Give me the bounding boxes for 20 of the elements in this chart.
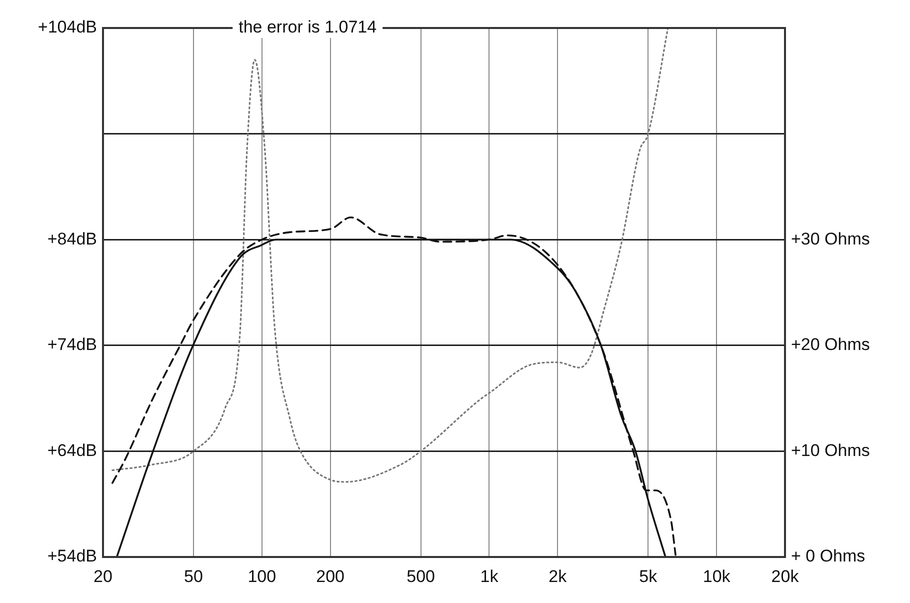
x-tick-label: 20: [94, 566, 112, 586]
chart-title: the error is 1.0714: [238, 18, 377, 37]
y-tick-label: +104dB: [38, 18, 97, 37]
y2-tick-label: +20 Ohms: [791, 335, 870, 354]
x-tick-label: 10k: [702, 566, 731, 586]
x-tick-label: 20k: [771, 566, 800, 586]
x-tick-label: 200: [316, 566, 345, 586]
x-tick-label: 2k: [548, 566, 568, 586]
y-tick-label: +54dB: [47, 546, 97, 566]
x-tick-label: 5k: [639, 566, 658, 586]
y-tick-label: +64dB: [47, 440, 97, 460]
x-tick-label: 100: [248, 566, 276, 586]
y2-tick-label: +30 Ohms: [791, 229, 870, 248]
y2-tick-label: + 0 Ohms: [791, 546, 866, 566]
y2-tick-label: +10 Ohms: [791, 440, 870, 460]
x-tick-label: 500: [406, 566, 435, 586]
y-tick-label: +84dB: [47, 229, 97, 248]
x-tick-label: 1k: [480, 566, 499, 586]
y-tick-label: +74dB: [47, 335, 97, 354]
x-tick-label: 50: [184, 566, 203, 586]
